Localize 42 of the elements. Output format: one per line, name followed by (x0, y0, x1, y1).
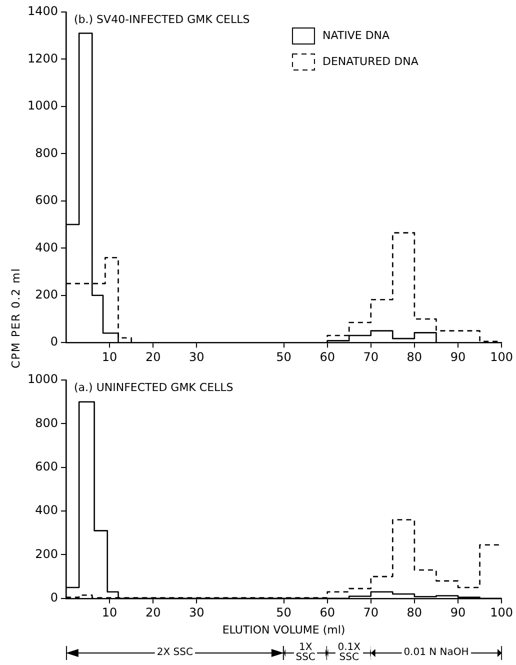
y-tick-label: 400 (35, 503, 58, 518)
x-tick-label: 70 (363, 350, 379, 364)
x-tick-label: 80 (406, 350, 422, 364)
text: 2X SSC (156, 647, 194, 658)
x-axis-title: ELUTION VOLUME (ml) (222, 623, 346, 636)
x-tick-label: 50 (276, 606, 292, 620)
y-axis-title: CPM PER 0.2 ml (10, 268, 22, 368)
y-tick-label: 400 (35, 240, 58, 254)
chart-title: (a.) UNINFECTED GMK CELLS (74, 380, 234, 394)
y-tick-label: 0 (50, 590, 58, 605)
x-tick-label: 60 (320, 606, 335, 620)
chart-title: (b.) SV40-INFECTED GMK CELLS (74, 12, 250, 26)
x-tick-label: 50 (276, 350, 292, 364)
y-tick-label: 200 (35, 287, 58, 302)
y-tick-label: 1200 (27, 51, 58, 66)
x-tick-label: 80 (406, 606, 422, 620)
x-tick-label: 30 (189, 350, 204, 364)
legend-label: NATIVE DNA (322, 28, 390, 42)
y-tick-label: 1000 (27, 98, 58, 113)
y-tick-label: 800 (35, 416, 58, 430)
text: 0.01 N NaOH (402, 647, 470, 658)
legend-label: DENATURED DNA (322, 54, 419, 68)
x-tick-label: 90 (450, 350, 466, 364)
y-tick-label: 1000 (27, 372, 58, 386)
x-tick-label: 70 (363, 606, 379, 620)
x-tick-label: 100 (490, 350, 513, 364)
x-tick-label: 20 (145, 350, 161, 364)
x-tick-label: 20 (145, 606, 161, 620)
x-tick-label: 90 (450, 606, 466, 620)
x-tick-label: 100 (490, 606, 513, 620)
x-tick-label: 10 (102, 606, 118, 620)
x-tick-label: 10 (102, 350, 118, 364)
y-tick-label: 1400 (27, 4, 58, 18)
text: 0.1X SSC (336, 642, 362, 663)
x-tick-label: 30 (189, 606, 204, 620)
y-tick-label: 800 (35, 146, 58, 160)
y-tick-label: 200 (35, 546, 58, 561)
y-tick-label: 0 (50, 334, 58, 349)
x-tick-label: 60 (320, 350, 335, 364)
y-tick-label: 600 (35, 193, 58, 208)
text: 1X SSC (294, 642, 316, 663)
y-tick-label: 600 (35, 459, 58, 474)
